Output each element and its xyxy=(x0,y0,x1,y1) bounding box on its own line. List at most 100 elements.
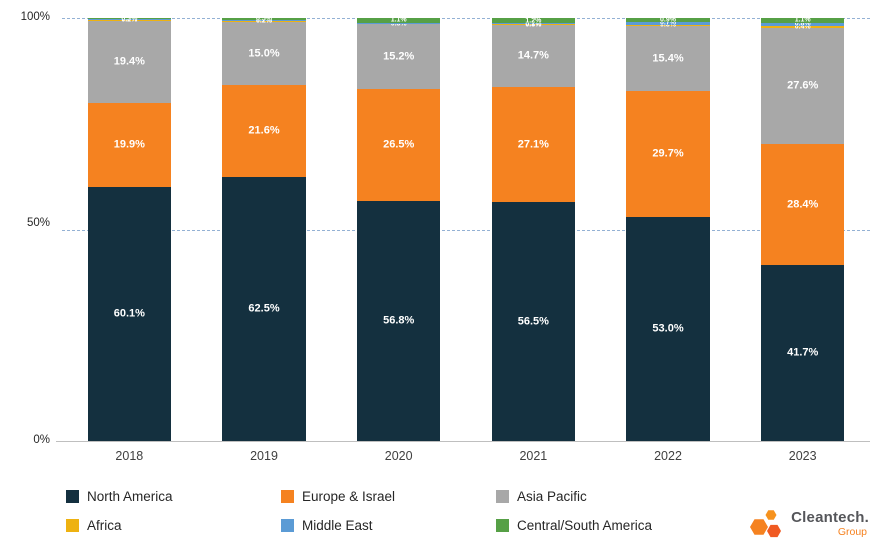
segment-asia-pacific-2022: 15.4% xyxy=(626,26,710,92)
bar-2022: 53.0% 29.7% 15.4% 0.3% 0.7% 0.9% xyxy=(601,16,736,441)
logo-name: Cleantech. xyxy=(791,509,869,527)
segment-north-america-2021: 56.5% xyxy=(491,202,576,441)
stacked-bar-2020: 56.8% 26.5% 15.2% 0.3% 1.1% xyxy=(356,17,441,441)
stacked-bar-2022: 53.0% 29.7% 15.4% 0.3% 0.7% 0.9% xyxy=(626,16,710,441)
legend-item-africa: Africa xyxy=(66,518,281,533)
segment-africa-2022: 0.3% xyxy=(626,22,710,29)
segment-asia-pacific-2021: 14.7% xyxy=(491,25,576,88)
bar-2020: 56.8% 26.5% 15.2% 0.3% 1.1% xyxy=(331,17,466,441)
segment-asia-pacific-2018: 19.4% xyxy=(87,20,172,103)
segment-africa-2019: 0.2% xyxy=(222,18,306,25)
logo-text: Cleantech. Group xyxy=(791,510,869,538)
segment-middle-east-2019: 0.2% xyxy=(222,17,306,24)
bars-container: 60.1% 19.9% 19.4% 0.2% 0.3% 62.5% 21.6% 15.0% 0.… xyxy=(62,15,870,441)
legend-label: Asia Pacific xyxy=(517,489,587,504)
legend-item-middle-east: Middle East xyxy=(281,518,496,533)
segment-north-america-2022: 53.0% xyxy=(626,216,710,441)
segment-value-label: 14.7% xyxy=(517,49,549,62)
y-tick-0: 0% xyxy=(33,434,50,446)
segment-central-south-america-2021: 1.2% xyxy=(491,17,576,25)
legend-label: Europe & Israel xyxy=(302,489,396,504)
segment-central-south-america-2020: 1.1% xyxy=(356,17,441,24)
segment-north-america-2018: 60.1% xyxy=(87,186,172,441)
x-axis-label-2019: 2019 xyxy=(250,449,278,463)
segment-africa-2018: 0.2% xyxy=(87,17,172,24)
segment-north-america-2020: 56.8% xyxy=(356,200,441,441)
legend-item-north-america: North America xyxy=(66,489,281,504)
gridline-100 xyxy=(62,18,870,19)
x-axis-label-2021: 2021 xyxy=(519,449,548,463)
segment-asia-pacific-2023: 27.6% xyxy=(760,27,845,145)
x-axis-labels: 2018 2019 2020 2021 2022 2023 xyxy=(62,449,870,463)
y-axis: 100% 50% 0% xyxy=(0,0,56,460)
bar-2023: 41.7% 28.4% 27.6% 0.4% 0.8% 1.1% xyxy=(735,17,870,441)
legend-swatch-north-america-icon xyxy=(66,490,79,503)
segment-value-label: 56.8% xyxy=(383,314,415,327)
gridline-50 xyxy=(62,229,870,231)
bar-2019: 62.5% 21.6% 15.0% 0.2% 0.2% 0.5% xyxy=(197,16,332,441)
segment-value-label: 27.1% xyxy=(517,138,549,151)
logo-hexagons-icon xyxy=(750,510,782,538)
segment-value-label: 21.6% xyxy=(248,124,280,137)
segment-value-label: 19.4% xyxy=(113,55,145,68)
segment-value-label: 56.5% xyxy=(517,315,549,327)
y-tick-100: 100% xyxy=(20,11,50,23)
x-axis-label-2018: 2018 xyxy=(115,449,144,463)
segment-value-label: 15.0% xyxy=(248,47,280,60)
stacked-bar-2021: 56.5% 27.1% 14.7% 0.3% 0.2% 1.2% xyxy=(491,17,576,441)
segment-value-label: 15.2% xyxy=(383,50,415,63)
stacked-bar-chart: 100% 50% 0% 60.1% 19.9% 19.4% 0.2% 0.3% 62.5%… xyxy=(0,0,870,463)
bar-2018: 60.1% 19.9% 19.4% 0.2% 0.3% xyxy=(62,15,197,441)
segment-value-label: 26.5% xyxy=(383,138,415,151)
x-axis-label-2020: 2020 xyxy=(384,449,413,463)
segment-central-south-america-2018: 0.3% xyxy=(87,15,172,22)
plot-area: 60.1% 19.9% 19.4% 0.2% 0.3% 62.5% 21.6% 15.0% 0.… xyxy=(56,15,870,442)
segment-value-label: 29.7% xyxy=(652,147,684,160)
segment-middle-east-2022: 0.7% xyxy=(626,20,710,27)
x-axis-label-2023: 2023 xyxy=(788,449,817,463)
legend-label: Africa xyxy=(87,518,122,533)
segment-europe-israel-2019: 21.6% xyxy=(222,85,306,177)
segment-europe-israel-2023: 28.4% xyxy=(760,144,845,265)
legend-swatch-africa-icon xyxy=(66,519,79,532)
x-axis-line xyxy=(56,441,870,442)
cleantech-group-logo: Cleantech. Group xyxy=(747,505,869,543)
segment-value-label: 15.4% xyxy=(652,52,684,65)
stacked-bar-2023: 41.7% 28.4% 27.6% 0.4% 0.8% 1.1% xyxy=(760,17,845,441)
segment-value-label: 41.7% xyxy=(787,346,819,359)
legend-swatch-europe-israel-icon xyxy=(281,490,294,503)
segment-central-south-america-2023: 1.1% xyxy=(760,17,845,24)
stacked-bar-2019: 62.5% 21.6% 15.0% 0.2% 0.2% 0.5% xyxy=(222,16,306,441)
segment-europe-israel-2022: 29.7% xyxy=(626,91,710,217)
legend-swatch-central-south-america-icon xyxy=(496,519,509,532)
segment-europe-israel-2021: 27.1% xyxy=(491,87,576,203)
segment-north-america-2019: 62.5% xyxy=(222,176,306,441)
legend-label: North America xyxy=(87,489,173,504)
segment-africa-2020: 0.3% xyxy=(356,20,441,27)
segment-europe-israel-2020: 26.5% xyxy=(356,88,441,201)
segment-value-label: 19.9% xyxy=(113,138,145,151)
segment-europe-israel-2018: 19.9% xyxy=(87,102,172,187)
legend-label: Central/South America xyxy=(517,518,653,533)
segment-africa-2023: 0.4% xyxy=(760,23,845,30)
legend-swatch-middle-east-icon xyxy=(281,519,294,532)
stacked-bar-2018: 60.1% 19.9% 19.4% 0.2% 0.3% xyxy=(87,15,172,441)
segment-middle-east-2023: 0.8% xyxy=(760,21,845,28)
segment-asia-pacific-2020: 15.2% xyxy=(356,24,441,89)
chart-legend: North America Europe & Israel Asia Pacif… xyxy=(66,489,686,533)
legend-item-europe-israel: Europe & Israel xyxy=(281,489,496,504)
segment-value-label: 1.2% xyxy=(525,17,542,25)
legend-swatch-asia-pacific-icon xyxy=(496,490,509,503)
legend-item-central-south-america: Central/South America xyxy=(496,518,726,533)
segment-asia-pacific-2019: 15.0% xyxy=(222,21,306,86)
segment-value-label: 27.6% xyxy=(787,79,819,92)
segment-middle-east-2021: 0.2% xyxy=(491,20,576,27)
segment-value-label: 28.4% xyxy=(787,198,819,211)
bar-2021: 56.5% 27.1% 14.7% 0.3% 0.2% 1.2% xyxy=(466,17,601,441)
segment-central-south-america-2022: 0.9% xyxy=(626,16,710,23)
segment-africa-2021: 0.3% xyxy=(491,21,576,28)
segment-value-label: 53.0% xyxy=(652,322,684,335)
segment-north-america-2023: 41.7% xyxy=(760,264,845,441)
legend-item-asia-pacific: Asia Pacific xyxy=(496,489,726,504)
x-axis-label-2022: 2022 xyxy=(654,449,682,463)
